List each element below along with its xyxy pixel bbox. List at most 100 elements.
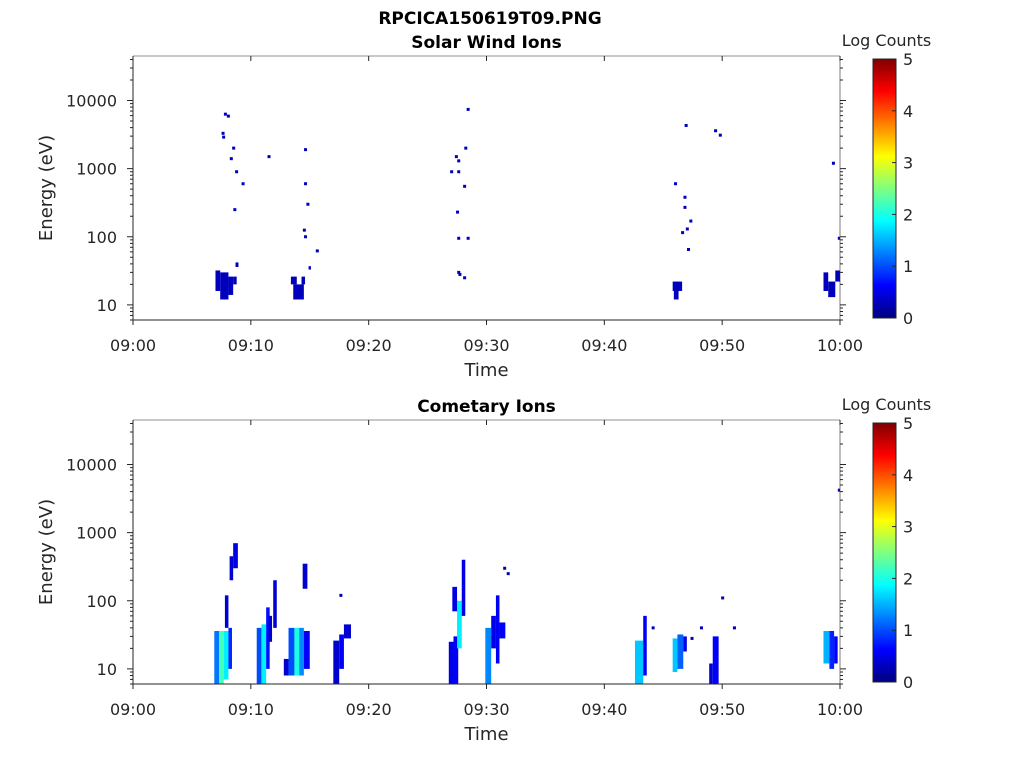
heatmap-cell: [273, 580, 277, 628]
x-tick-label: 09:50: [699, 336, 745, 355]
x-axis-label: Time: [463, 724, 508, 745]
heatmap-point: [503, 566, 507, 570]
x-tick-label: 09:40: [581, 700, 627, 719]
heatmap-cell: [461, 559, 466, 616]
panel-title: Solar Wind Ions: [411, 33, 562, 53]
heatmap-cell: [634, 640, 644, 684]
heatmap-point: [463, 276, 467, 280]
colorbar-tick-label: 3: [903, 154, 913, 173]
heatmap-point: [457, 159, 461, 163]
x-tick-label: 09:00: [110, 336, 156, 355]
colorbar-tick-label: 4: [903, 466, 913, 485]
heatmap-cell: [220, 272, 229, 300]
heatmap-cell: [256, 627, 262, 684]
heatmap-point: [841, 150, 844, 153]
heatmap-point: [506, 572, 510, 576]
colorbar-tick-label: 0: [903, 673, 913, 692]
heatmap-point: [840, 596, 843, 599]
heatmap-cell: [683, 636, 687, 652]
colorbar-tick-label: 1: [903, 257, 913, 276]
heatmap-point: [685, 227, 689, 231]
x-tick-label: 09:30: [463, 336, 509, 355]
heatmap-point: [840, 137, 843, 140]
colorbar-tick-label: 5: [903, 50, 913, 69]
y-axis-label: Energy (eV): [36, 135, 57, 241]
heatmap-point: [721, 596, 725, 600]
x-tick-label: 09:20: [346, 700, 392, 719]
heatmap-point: [651, 626, 655, 630]
heatmap-cell: [491, 615, 496, 649]
heatmap-point: [241, 182, 245, 186]
heatmap-cell: [261, 624, 267, 684]
heatmap-point: [457, 236, 461, 240]
colorbar: [872, 58, 897, 319]
heatmap-cell: [485, 627, 492, 684]
heatmap-cell: [233, 543, 238, 569]
heatmap-cell: [343, 624, 351, 639]
colorbar-label: Log Counts: [842, 31, 932, 50]
heatmap-cell: [823, 272, 829, 291]
heatmap-point: [683, 205, 687, 209]
heatmap-cell: [457, 600, 462, 649]
y-tick-label: 100: [86, 228, 117, 247]
heatmap-cell: [303, 630, 310, 669]
x-tick-label: 09:00: [110, 700, 156, 719]
y-tick-label: 10: [97, 296, 117, 315]
heatmap-point: [681, 231, 685, 235]
heatmap-point: [457, 270, 461, 274]
heatmap-cell: [293, 284, 304, 300]
x-tick-label: 10:00: [817, 700, 863, 719]
heatmap-point: [302, 228, 306, 232]
heatmap-cell: [302, 563, 308, 589]
heatmap-cell: [290, 276, 297, 285]
heatmap-point: [457, 170, 461, 174]
heatmap-cell: [224, 595, 229, 628]
heatmap-point: [689, 219, 693, 223]
heatmap-cell: [677, 634, 684, 669]
heatmap-cell: [709, 663, 713, 684]
colorbar-tick-label: 5: [903, 414, 913, 433]
y-axis-label: Energy (eV): [36, 499, 57, 605]
heatmap-point: [456, 210, 460, 214]
heatmap-cell: [452, 586, 458, 612]
colorbar-tick-label: 0: [903, 309, 913, 328]
heatmap-point: [226, 114, 230, 118]
y-tick-label: 1000: [76, 160, 117, 179]
y-tick-label: 100: [86, 592, 117, 611]
heatmap-point: [339, 593, 343, 597]
heatmap-point: [699, 626, 703, 630]
heatmap-cell: [495, 595, 500, 664]
heatmap-point: [718, 133, 722, 137]
heatmap-cell: [712, 636, 719, 684]
heatmap-cell: [283, 658, 289, 676]
heatmap-cell: [299, 627, 304, 676]
x-tick-label: 09:30: [463, 700, 509, 719]
heatmap-cell: [672, 638, 678, 673]
heatmap-cell: [643, 615, 647, 676]
colorbar-tick-label: 2: [903, 569, 913, 588]
y-tick-label: 1000: [76, 524, 117, 543]
heatmap-cell: [266, 607, 270, 669]
heatmap-cell: [499, 622, 506, 639]
heatmap-point: [714, 129, 718, 133]
heatmap-cell: [268, 615, 273, 642]
cometary-panel: Cometary Ions 09:00 09:10 09:20 09:30 09:40 09…: [36, 395, 931, 745]
heatmap-layer: [214, 488, 843, 684]
x-tick-label: 09:20: [346, 336, 392, 355]
heatmap-cell: [215, 270, 221, 291]
heatmap-layer: [215, 107, 844, 300]
heatmap-cell: [294, 627, 300, 676]
heatmap-cell: [339, 634, 344, 669]
heatmap-point: [232, 146, 236, 150]
heatmap-cell: [828, 281, 836, 298]
panel-title: Cometary Ions: [417, 397, 556, 417]
heatmap-cell: [233, 276, 237, 285]
colorbar-label: Log Counts: [842, 395, 932, 414]
heatmap-point: [464, 146, 468, 150]
heatmap-point: [222, 135, 226, 139]
heatmap-point: [450, 170, 454, 174]
colorbar: [872, 422, 897, 683]
heatmap-cell: [229, 556, 234, 581]
heatmap-point: [315, 249, 319, 253]
